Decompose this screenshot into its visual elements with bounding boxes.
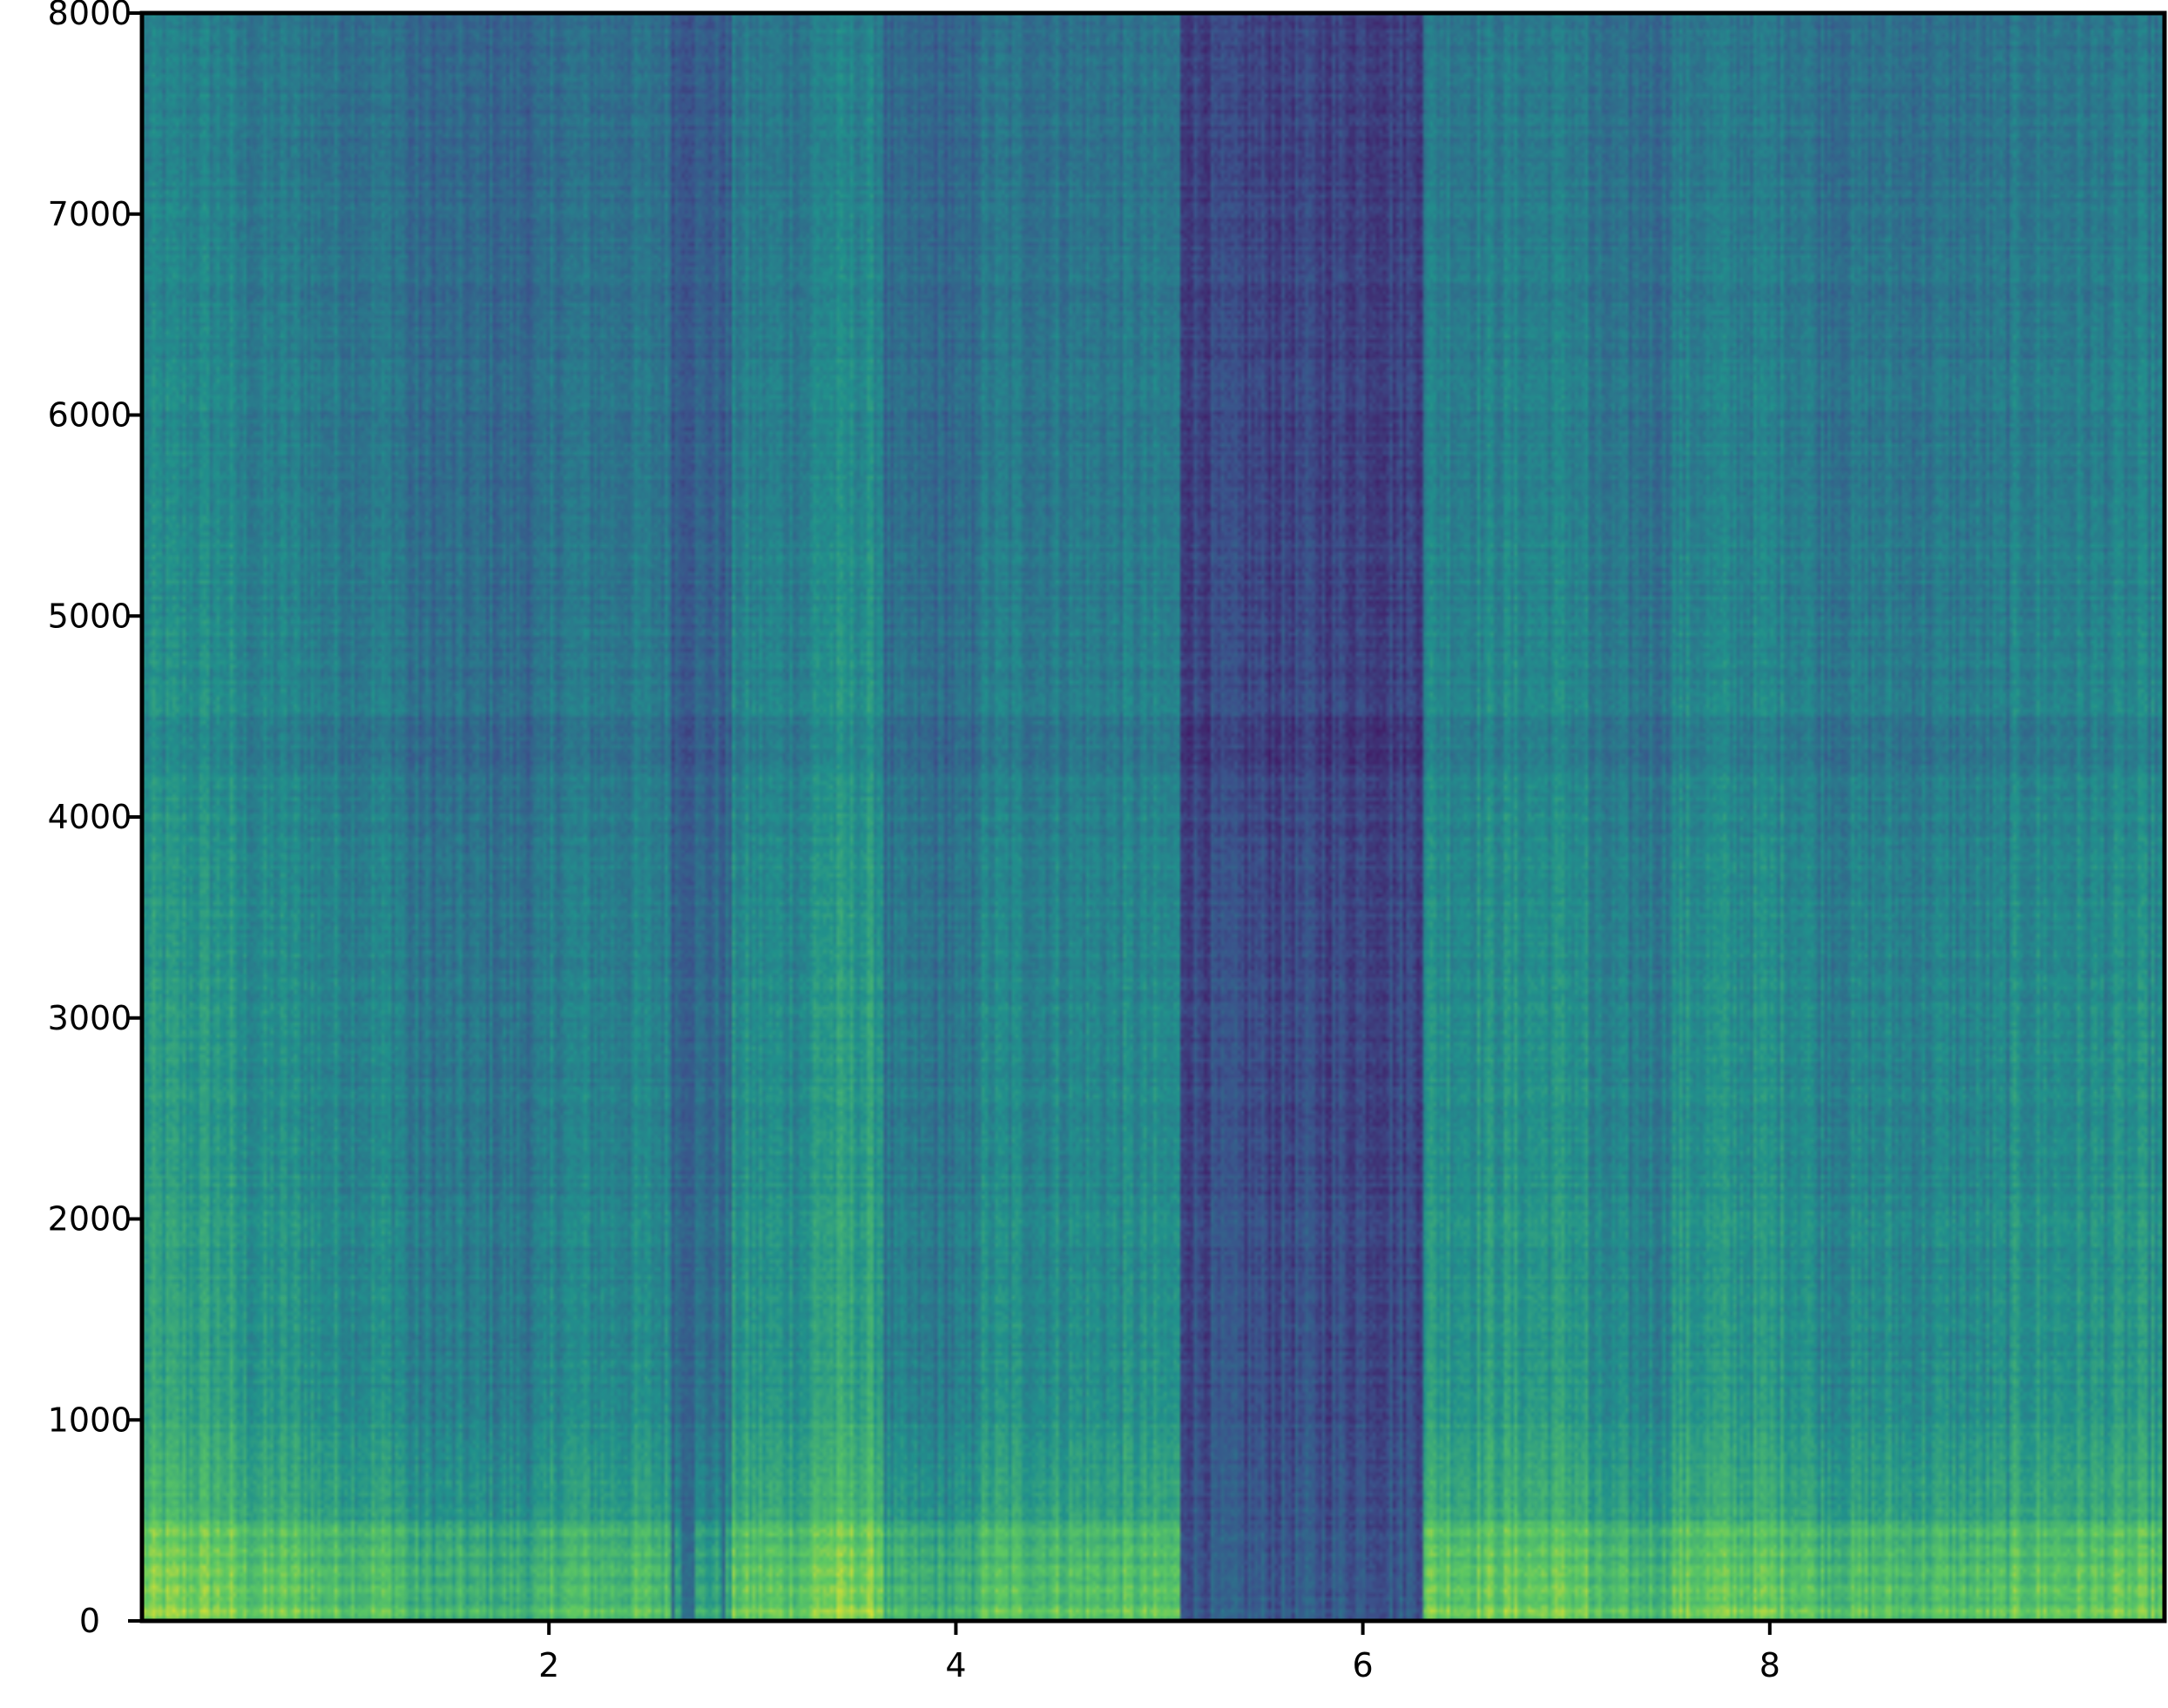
y-tick-label: 5000 (48, 597, 132, 635)
x-tick-label: 2 (538, 1646, 559, 1684)
y-tick-label: 2000 (48, 1200, 132, 1239)
x-axis-ticks: 2 4 6 8 (538, 1621, 1780, 1684)
x-tick-label: 8 (1759, 1646, 1780, 1684)
x-tick-label: 4 (945, 1646, 966, 1684)
y-tick-label: 7000 (48, 195, 132, 233)
y-tick-label: 0 (79, 1602, 100, 1640)
y-tick-label: 1000 (48, 1401, 132, 1439)
y-tick-label: 3000 (48, 999, 132, 1037)
plot-area (142, 13, 2165, 1621)
spectrogram-image (142, 13, 2165, 1621)
y-tick-label: 6000 (48, 396, 132, 435)
y-tick-label: 4000 (48, 798, 132, 836)
y-axis-ticks: 0 1000 2000 3000 4000 5000 6000 7000 8000 (48, 0, 142, 1640)
y-tick-label: 8000 (48, 0, 132, 32)
x-tick-label: 6 (1353, 1646, 1374, 1684)
plot-frame (139, 10, 2167, 1624)
